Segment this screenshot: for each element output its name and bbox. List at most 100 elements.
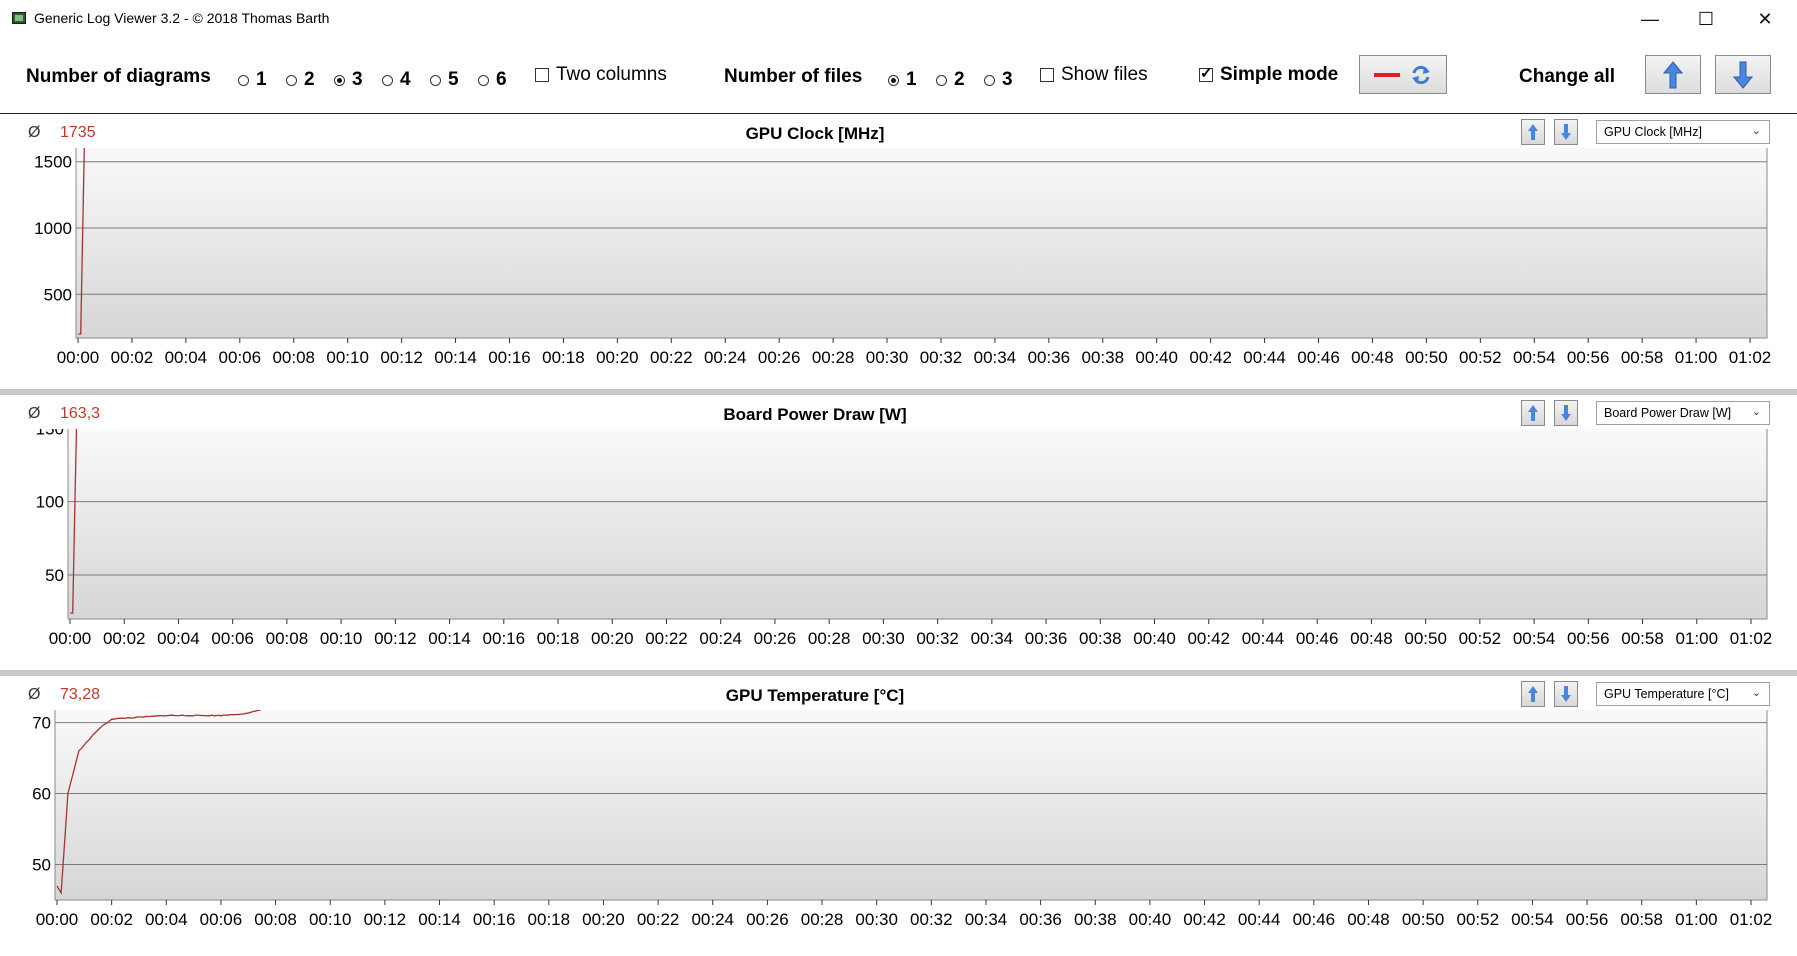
sensor-select[interactable]: GPU Clock [MHz] ⌄ [1596,120,1770,144]
checkbox-icon [535,68,549,82]
x-tick-label: 00:34 [974,348,1017,367]
average-value: 163,3 [60,405,101,422]
x-tick-label: 00:30 [866,348,909,367]
line-color-refresh-button[interactable] [1359,55,1447,94]
chevron-down-icon: ⌄ [1751,687,1761,699]
move-down-button[interactable] [1554,119,1578,145]
radio-circle-icon [286,74,297,86]
x-tick-label: 00:34 [971,629,1014,648]
x-tick-label: 00:36 [1019,910,1062,929]
arrow-down-icon [1733,61,1753,89]
x-tick-label: 00:54 [1513,348,1556,367]
x-tick-label: 00:46 [1293,910,1336,929]
diagram-radio-2[interactable]: 2 [286,69,315,91]
y-tick-label: 150 [36,429,64,438]
file-radio-1[interactable]: 1 [888,69,917,91]
x-tick-label: 00:00 [49,629,92,648]
radio-circle-icon [888,74,899,86]
x-tick-label: 00:56 [1567,629,1610,648]
x-tick-label: 00:42 [1189,348,1232,367]
x-tick-label: 00:36 [1028,348,1071,367]
x-tick-label: 00:20 [591,629,634,648]
x-tick-label: 00:14 [428,629,471,648]
maximize-button[interactable]: ☐ [1678,0,1734,38]
radio-circle-icon [478,74,489,86]
x-tick-label: 00:22 [650,348,693,367]
diagram-radio-1[interactable]: 1 [238,69,267,91]
arrow-down-icon [1561,124,1571,140]
file-radio-2[interactable]: 2 [936,69,965,91]
x-tick-label: 00:16 [483,629,526,648]
x-tick-label: 00:00 [57,348,100,367]
x-tick-label: 00:18 [537,629,580,648]
minimize-button[interactable]: — [1622,0,1678,38]
simple-mode-checkbox[interactable]: Simple mode [1199,64,1338,86]
x-tick-label: 00:08 [254,910,297,929]
move-down-button[interactable] [1554,681,1578,707]
y-tick-label: 50 [45,566,64,585]
x-tick-label: 00:12 [364,910,407,929]
change-all-up-button[interactable] [1645,55,1701,94]
panel-divider[interactable] [0,670,1797,676]
diagram-title: Board Power Draw [W] [723,405,907,424]
radio-circle-icon [382,74,393,86]
x-tick-label: 00:20 [596,348,639,367]
diagram-radio-4[interactable]: 4 [382,69,411,91]
x-tick-label: 00:04 [157,629,200,648]
x-tick-label: 00:54 [1513,629,1556,648]
checkbox-icon [1040,68,1054,82]
x-tick-label: 00:28 [812,348,855,367]
diagram-radio-6[interactable]: 6 [478,69,507,91]
x-tick-label: 00:08 [266,629,309,648]
x-tick-label: 01:02 [1729,348,1772,367]
diagram-title: GPU Clock [MHz] [745,124,885,143]
checkbox-checked-icon [1199,64,1213,82]
sensor-select[interactable]: Board Power Draw [W] ⌄ [1596,401,1770,425]
x-tick-label: 00:38 [1082,348,1125,367]
plot-area [54,710,1768,901]
x-tick-label: 01:00 [1675,348,1718,367]
x-tick-label: 00:46 [1297,348,1340,367]
radio-circle-icon [334,74,345,86]
arrow-up-icon [1663,60,1683,88]
chart-gpu-clock: 500 1000 1500 00:00 00:02 00:04 00:06 00:08 00:1… [34,148,1772,367]
x-tick-label: 00:50 [1405,348,1448,367]
sensor-select[interactable]: GPU Temperature [°C] ⌄ [1596,682,1770,706]
x-tick-label: 00:30 [855,910,898,929]
x-tick-label: 00:40 [1133,629,1176,648]
chart-board-power: 50 100 150 00:00 00:02 00:04 00:06 00:08 00:10 00… [36,429,1773,648]
x-tick-label: 00:18 [542,348,585,367]
move-up-button[interactable] [1521,400,1545,426]
x-tick-label: 00:26 [746,910,789,929]
app-icon [12,12,26,24]
radio-circle-icon [238,74,249,86]
minimize-icon: — [1641,8,1659,29]
x-tick-label: 00:02 [90,910,133,929]
diagram-radio-3[interactable]: 3 [334,69,363,91]
move-up-button[interactable] [1521,681,1545,707]
x-tick-label: 01:00 [1675,910,1718,929]
average-value: 1735 [60,124,96,141]
x-tick-label: 00:48 [1347,910,1390,929]
x-tick-label: 00:42 [1187,629,1230,648]
move-down-button[interactable] [1554,400,1578,426]
x-tick-label: 00:22 [637,910,680,929]
move-up-button[interactable] [1521,119,1545,145]
x-tick-label: 01:02 [1730,910,1773,929]
panel-divider[interactable] [0,389,1797,395]
x-tick-label: 00:14 [418,910,461,929]
file-radio-3[interactable]: 3 [984,69,1013,91]
y-tick-label: 1500 [34,153,72,172]
x-tick-label: 00:16 [473,910,516,929]
change-all-down-button[interactable] [1715,55,1771,94]
x-tick-label: 01:02 [1730,629,1773,648]
average-value: 73,28 [60,686,101,703]
chevron-down-icon: ⌄ [1751,125,1761,137]
diagram-radio-5[interactable]: 5 [430,69,459,91]
two-columns-checkbox[interactable]: Two columns [535,64,667,86]
close-button[interactable]: ✕ [1737,0,1793,38]
x-tick-label: 00:38 [1079,629,1122,648]
show-files-checkbox[interactable]: Show files [1040,64,1148,86]
close-icon: ✕ [1757,8,1773,29]
diagrams-label: Number of diagrams [26,66,211,87]
